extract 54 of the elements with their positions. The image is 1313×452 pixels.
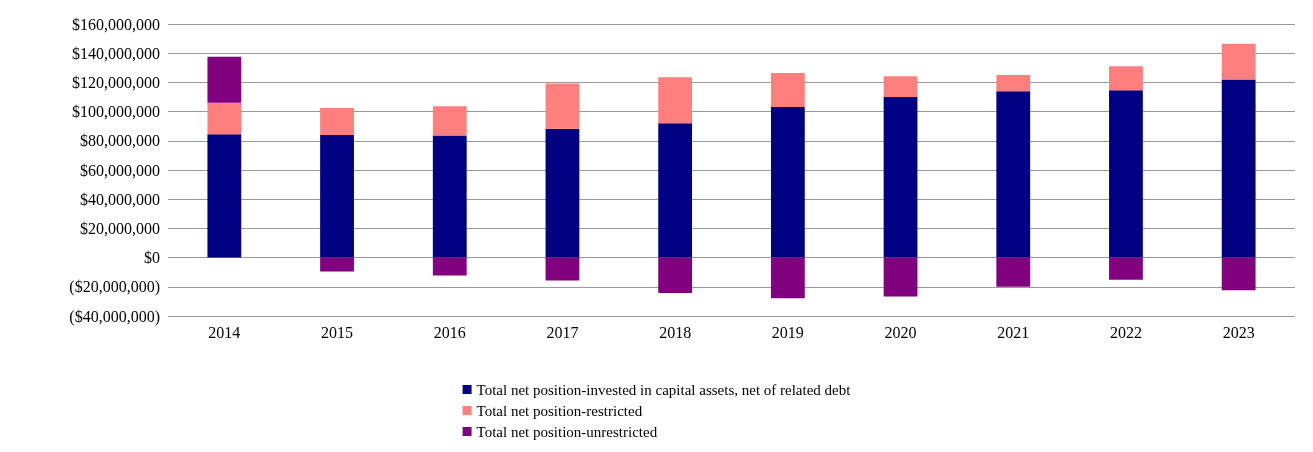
bar [545,257,580,281]
bar [770,257,805,299]
x-tick-label: 2017 [546,323,579,341]
x-tick-label: 2023 [1222,323,1255,341]
bar [432,106,467,136]
bar [207,56,242,103]
legend-label: Total net position-unrestricted [476,423,658,440]
bar [658,257,693,293]
bar [1109,257,1143,280]
y-tick-label: $160,000,000 [72,15,160,33]
bar [883,257,918,297]
bar [1221,257,1256,291]
x-tick-label: 2018 [659,323,692,341]
x-tick-label: 2021 [997,323,1030,341]
bar [1109,90,1143,258]
y-tick-label: $100,000,000 [72,103,160,121]
bar [1221,43,1256,80]
bar [207,102,242,135]
bar [320,134,354,258]
bar [1221,79,1256,258]
y-tick-label: $140,000,000 [72,44,160,62]
x-tick-label: 2022 [1109,323,1142,341]
bar [432,135,467,258]
bar [207,134,242,258]
bar [883,76,918,97]
bar [996,91,1031,258]
y-tick-label: $20,000,000 [80,219,160,237]
legend-label: Total net position-invested in capital assets, net of related debt [476,381,852,398]
y-tick-label: ($40,000,000) [69,307,160,326]
bar [658,77,693,124]
x-tick-label: 2016 [433,323,466,341]
y-tick-label: $120,000,000 [72,73,160,91]
bar [432,257,467,276]
y-tick-label: ($20,000,000) [69,278,160,297]
bar [770,106,805,258]
bar [996,75,1031,92]
bar [996,257,1031,287]
bar [320,107,354,135]
legend-label: Total net position-restricted [476,402,643,419]
x-tick-label: 2014 [208,323,241,341]
x-tick-label: 2020 [884,323,917,341]
bar [545,128,580,258]
bar [658,123,693,258]
x-tick-label: 2019 [771,323,804,341]
y-tick-label: $60,000,000 [80,161,160,179]
y-tick-label: $80,000,000 [80,132,160,150]
x-tick-label: 2015 [321,323,354,341]
y-tick-label: $0 [144,249,160,267]
bar [883,97,918,258]
bar [545,83,580,129]
bar [770,72,805,107]
bar [1109,66,1143,91]
bar [320,257,354,272]
y-tick-label: $40,000,000 [80,190,160,208]
